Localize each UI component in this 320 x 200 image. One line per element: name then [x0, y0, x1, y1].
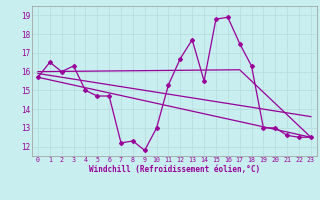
X-axis label: Windchill (Refroidissement éolien,°C): Windchill (Refroidissement éolien,°C): [89, 165, 260, 174]
